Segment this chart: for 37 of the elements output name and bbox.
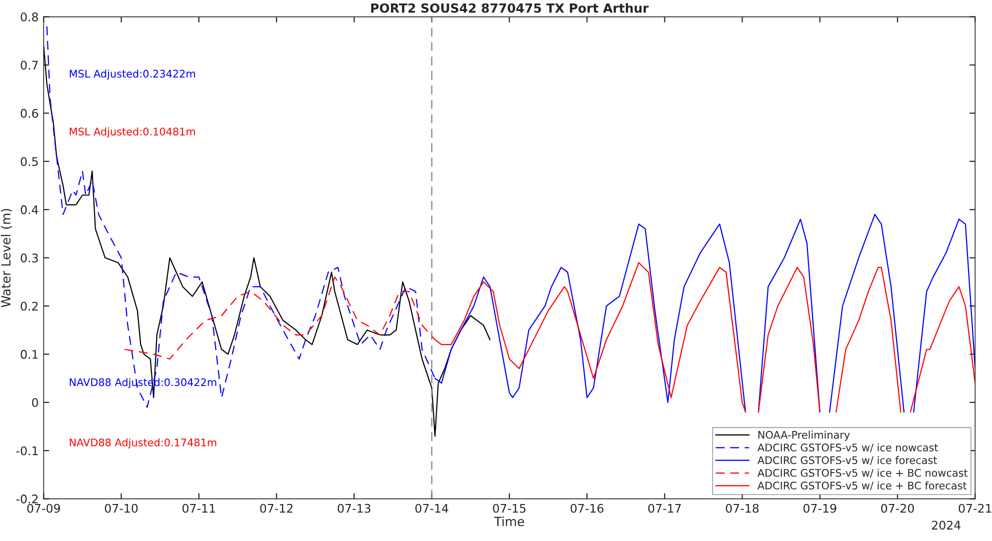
x-tick-label: 07-09 [27, 504, 60, 513]
legend-label: ADCIRC GSTOFS-v5 w/ ice + BC forecast [757, 481, 967, 490]
x-tick-label: 07-11 [182, 504, 215, 513]
text: 2024 [932, 520, 960, 530]
x-tick-label: 07-12 [260, 504, 292, 513]
x-tick-label: 07-19 [804, 504, 836, 513]
y-tick-label: -0.1 [16, 446, 38, 456]
x-tick-label: 07-21 [958, 504, 992, 513]
y-tick-label: 0 [32, 398, 38, 408]
y-tick-label: 0.1 [20, 350, 38, 359]
annotation: MSL Adjusted:0.10481m [70, 127, 195, 138]
line-series [44, 45, 491, 437]
legend-label: ADCIRC GSTOFS-v5 w/ ice nowcast [757, 443, 938, 452]
chart-title: PORT2 SOUS42 8770475 TX Port Arthur [371, 3, 649, 13]
legend-label: NOAA-Preliminary [758, 430, 850, 441]
legend-label: ADCIRC GSTOFS-v5 w/ ice forecast [757, 456, 938, 465]
legend-label: ADCIRC GSTOFS-v5 w/ ice + BC nowcast [757, 468, 968, 478]
y-tick-label: 0.7 [20, 60, 38, 70]
annotation: MSL Adjusted:0.23422m [70, 70, 195, 80]
x-tick-label: 07-14 [415, 504, 448, 513]
x-tick-label: 07-15 [493, 504, 526, 513]
x-tick-label: 07-16 [570, 504, 604, 513]
y-tick-label: 0.8 [20, 12, 38, 22]
y-tick-label: 0.3 [20, 254, 38, 262]
x-tick-label: 07-13 [338, 504, 370, 513]
y-tick-label: 0.5 [20, 157, 38, 166]
x-tick-label: 07-10 [104, 504, 138, 513]
x-tick-label: 07-18 [726, 504, 759, 513]
x-tick-label: 07-17 [648, 504, 681, 513]
x-axis-title: Time [494, 516, 524, 526]
y-tick-label: 0.4 [20, 205, 38, 214]
y-axis-title: Water Level (m) [0, 208, 12, 308]
y-tick-label: 0.6 [20, 108, 38, 118]
y-tick-label: 0.2 [20, 302, 38, 311]
y-tick-label: -0.2 [16, 494, 38, 504]
x-tick-label: 07-20 [881, 504, 914, 513]
annotation: NAVD88 Adjusted:0.17481m [70, 438, 216, 448]
